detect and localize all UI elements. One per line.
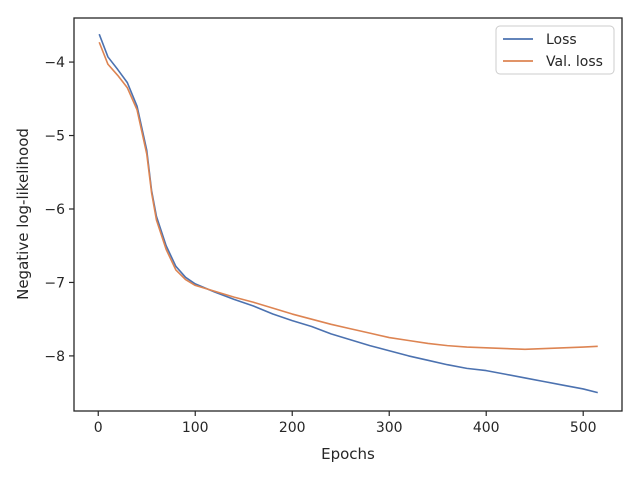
x-tick-label: 0 — [94, 420, 103, 436]
y-axis-label: Negative log-likelihood — [14, 128, 32, 300]
series-layer — [98, 33, 598, 394]
legend-label-val-loss: Val. loss — [546, 54, 603, 70]
x-tick-label: 100 — [182, 420, 209, 436]
legend: Loss Val. loss — [495, 25, 615, 75]
x-tick-label: 400 — [473, 420, 500, 436]
x-tick-label: 200 — [279, 420, 306, 436]
plot-frame — [73, 17, 623, 412]
y-tick-label: −6 — [44, 202, 65, 218]
y-tick-label: −5 — [44, 129, 65, 145]
x-axis: 0 100 200 300 400 500 — [94, 411, 597, 436]
legend-label-loss: Loss — [546, 32, 577, 48]
x-axis-label: Epochs — [321, 445, 375, 463]
y-tick-label: −7 — [44, 275, 65, 291]
legend-box — [495, 25, 615, 75]
x-tick-label: 500 — [570, 420, 597, 436]
y-tick-label: −4 — [44, 55, 65, 71]
series-line-val-loss — [98, 41, 598, 351]
y-axis: −4 −5 −6 −7 −8 — [44, 55, 74, 365]
y-tick-label: −8 — [44, 349, 65, 365]
x-tick-label: 300 — [376, 420, 403, 436]
